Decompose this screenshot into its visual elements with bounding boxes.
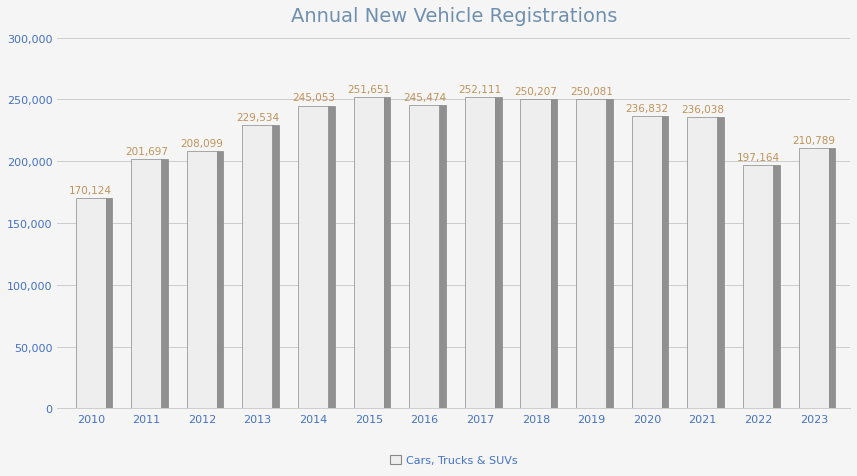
- Bar: [384, 98, 390, 408]
- Bar: [243, 126, 273, 408]
- Title: Annual New Vehicle Registrations: Annual New Vehicle Registrations: [291, 7, 617, 26]
- Text: 251,651: 251,651: [347, 85, 391, 95]
- Bar: [717, 118, 724, 408]
- Bar: [328, 106, 335, 408]
- Text: 250,207: 250,207: [514, 87, 557, 97]
- Legend: Cars, Trucks & SUVs: Cars, Trucks & SUVs: [385, 451, 522, 470]
- Bar: [161, 160, 168, 408]
- Text: 201,697: 201,697: [125, 147, 168, 157]
- Text: 197,164: 197,164: [737, 152, 780, 162]
- Bar: [632, 117, 662, 408]
- Bar: [75, 199, 106, 408]
- Bar: [606, 100, 613, 408]
- Bar: [105, 199, 112, 408]
- Bar: [273, 126, 279, 408]
- Bar: [440, 106, 446, 408]
- Text: 245,053: 245,053: [291, 93, 335, 103]
- Text: 208,099: 208,099: [181, 139, 224, 149]
- Bar: [354, 98, 384, 408]
- Bar: [687, 118, 718, 408]
- Bar: [773, 165, 780, 408]
- Text: 250,081: 250,081: [570, 87, 613, 97]
- Text: 252,111: 252,111: [458, 85, 501, 95]
- Text: 170,124: 170,124: [69, 186, 112, 196]
- Bar: [464, 98, 495, 408]
- Bar: [799, 149, 830, 408]
- Bar: [187, 152, 218, 408]
- Bar: [217, 152, 224, 408]
- Text: 229,534: 229,534: [237, 112, 279, 122]
- Bar: [576, 100, 607, 408]
- Bar: [410, 106, 440, 408]
- Bar: [494, 98, 501, 408]
- Bar: [662, 117, 668, 408]
- Bar: [550, 100, 557, 408]
- Bar: [131, 160, 162, 408]
- Text: 236,832: 236,832: [626, 103, 668, 113]
- Bar: [743, 165, 774, 408]
- Bar: [829, 149, 836, 408]
- Bar: [298, 106, 328, 408]
- Text: 210,789: 210,789: [793, 136, 836, 146]
- Text: 245,474: 245,474: [403, 93, 446, 103]
- Bar: [520, 100, 551, 408]
- Text: 236,038: 236,038: [681, 104, 724, 114]
